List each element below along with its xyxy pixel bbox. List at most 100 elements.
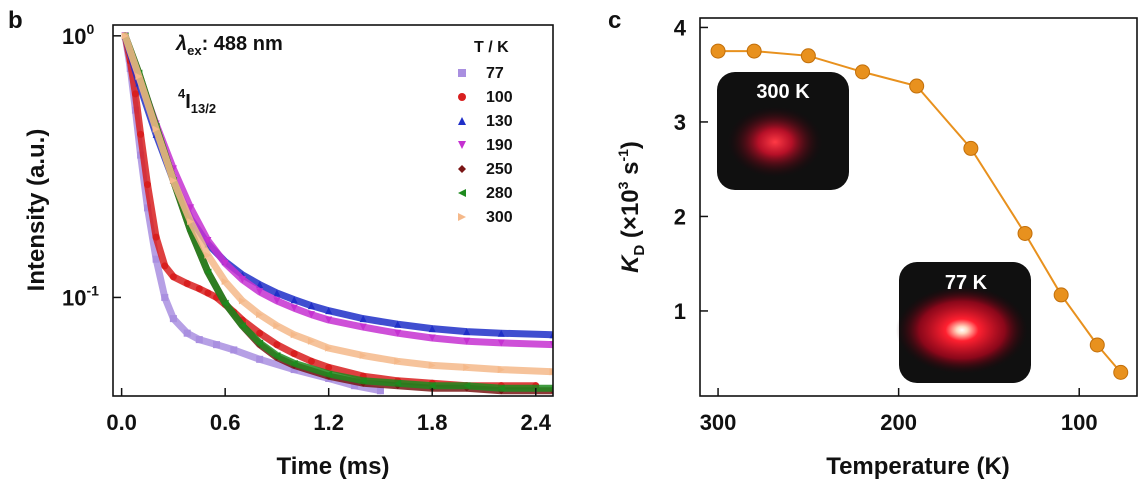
kd-data-point (800, 48, 816, 64)
data-point-100k (290, 350, 298, 358)
data-point-100k (161, 262, 169, 270)
data-point-300k (463, 363, 471, 371)
panel-c-data-layer (710, 43, 1129, 380)
legend-label-130k: 130 (486, 113, 513, 130)
data-point-190k (428, 334, 436, 342)
data-point-130k (497, 329, 505, 337)
x-tick-label: 300 (700, 410, 737, 435)
data-point-300k (135, 72, 143, 80)
inset-label-300k: 300 K (756, 81, 810, 103)
legend-marker-130k (458, 117, 466, 125)
data-point-190k (290, 304, 298, 312)
legend-marker-250k (458, 165, 466, 173)
data-point-280k (463, 382, 471, 390)
y-tick-label: 2 (674, 204, 686, 229)
data-point-77k (195, 336, 203, 344)
panel-c-frame (699, 17, 1138, 397)
energy-level-annotation: 4I13/2 (178, 86, 216, 116)
data-point-77k (290, 366, 298, 374)
data-point-190k (273, 297, 281, 305)
data-point-280k (394, 379, 402, 387)
series-300k (121, 32, 553, 376)
data-point-190k (497, 339, 505, 347)
data-point-190k (359, 323, 367, 331)
panel-b-data-layer (121, 32, 553, 395)
kd-data-point (1053, 287, 1069, 303)
data-point-300k (187, 218, 195, 226)
panel-b-letter: b (8, 7, 23, 34)
kd-data-point (855, 64, 871, 80)
data-point-190k (325, 316, 333, 324)
legend-title: T / K (474, 39, 509, 56)
data-point-300k (307, 337, 315, 345)
data-point-190k (549, 341, 553, 349)
data-point-280k (549, 386, 553, 390)
data-point-300k (204, 251, 212, 259)
data-point-300k (221, 278, 229, 286)
inset-label-77k: 77 K (945, 272, 988, 294)
data-point-100k (144, 181, 152, 189)
data-point-100k (195, 285, 203, 293)
data-point-300k (549, 368, 553, 376)
x-tick-label: 0.0 (106, 410, 137, 435)
data-point-300k (121, 32, 129, 40)
data-point-190k (204, 237, 212, 245)
data-point-300k (497, 366, 505, 374)
legend-label-100k: 100 (486, 89, 513, 106)
data-point-300k (273, 322, 281, 330)
data-point-130k (394, 320, 402, 328)
kd-data-point (963, 140, 979, 156)
data-point-280k (256, 339, 264, 347)
inset-photo-77k: 77 K (896, 262, 1031, 383)
data-point-300k (394, 357, 402, 365)
data-point-130k (463, 328, 471, 336)
data-point-280k (238, 322, 246, 330)
data-point-77k (230, 346, 238, 354)
data-point-100k (131, 90, 139, 98)
data-point-77k (169, 315, 177, 323)
panel-b-x-ticks: 0.0 0.6 1.2 1.8 2.4 (106, 388, 552, 435)
y-tick-label: 3 (674, 110, 686, 135)
data-point-130k (325, 307, 333, 315)
data-point-130k (273, 289, 281, 297)
legend-marker-100k (458, 93, 466, 101)
data-point-280k (497, 384, 505, 392)
data-point-100k (325, 363, 333, 371)
data-point-190k (238, 276, 246, 284)
data-point-100k (183, 280, 191, 288)
data-point-100k (256, 329, 264, 337)
data-point-280k (221, 299, 229, 307)
legend-label-280k: 280 (486, 185, 513, 202)
data-point-100k (152, 233, 160, 241)
data-point-130k (428, 325, 436, 333)
data-point-280k (290, 359, 298, 367)
data-point-100k (204, 289, 212, 297)
data-point-280k (204, 268, 212, 276)
x-tick-label: 1.8 (417, 410, 448, 435)
data-point-130k (549, 331, 553, 339)
data-point-77k (213, 341, 221, 349)
data-point-190k (394, 329, 402, 337)
legend-label-77k: 77 (486, 65, 504, 82)
legend-label-300k: 300 (486, 209, 513, 226)
data-point-300k (359, 351, 367, 359)
data-point-300k (152, 125, 160, 133)
x-tick-label: 0.6 (210, 410, 241, 435)
data-point-130k (256, 281, 264, 289)
data-point-77k (144, 204, 152, 212)
data-point-100k (137, 130, 145, 138)
data-point-77k (256, 355, 264, 363)
legend-marker-300k (458, 213, 466, 221)
data-point-77k (152, 255, 160, 263)
kd-curve (718, 50, 1122, 374)
panel-c-y-axis-label: KD (×103 s-1) (615, 141, 648, 273)
inset-photo-300k: 300 K (717, 72, 849, 190)
data-point-130k (359, 315, 367, 323)
x-tick-label: 200 (880, 410, 917, 435)
y-tick-label: 4 (674, 15, 687, 40)
kd-data-point (1089, 337, 1105, 353)
kd-data-point (909, 78, 925, 94)
excitation-annotation: λex: 488 nm (175, 33, 283, 58)
kd-data-point (710, 43, 726, 59)
